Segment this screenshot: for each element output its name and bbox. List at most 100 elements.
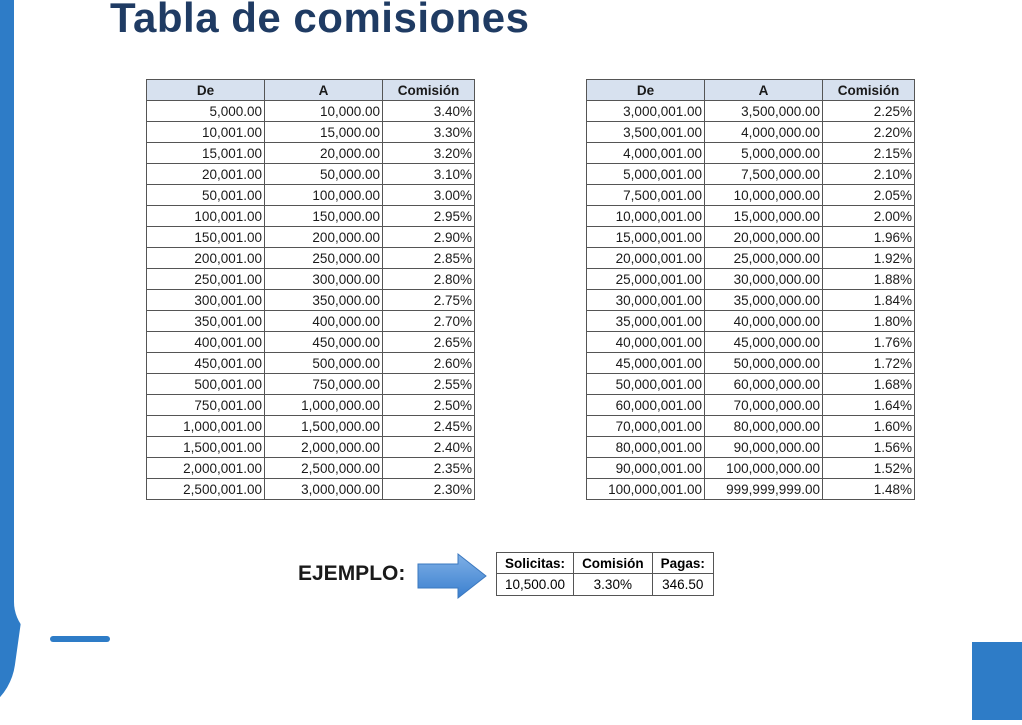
cell-from: 35,000,001.00 (586, 310, 705, 332)
table-header-row: De A Comisión (586, 79, 915, 101)
cell-to: 40,000,000.00 (704, 310, 823, 332)
example-value-commission: 3.30% (573, 573, 653, 596)
cell-to: 3,000,000.00 (264, 478, 383, 500)
cell-to: 50,000.00 (264, 163, 383, 185)
cell-to: 3,500,000.00 (704, 100, 823, 122)
cell-commission: 2.55% (382, 373, 475, 395)
header-commission: Comisión (382, 79, 475, 101)
table-header-row: De A Comisión (146, 79, 475, 101)
cell-to: 999,999,999.00 (704, 478, 823, 500)
cell-from: 70,000,001.00 (586, 415, 705, 437)
table-row: 60,000,001.00 70,000,000.00 1.64% (586, 394, 915, 416)
cell-from: 60,000,001.00 (586, 394, 705, 416)
cell-commission: 2.80% (382, 268, 475, 290)
cell-commission: 2.60% (382, 352, 475, 374)
cell-to: 1,500,000.00 (264, 415, 383, 437)
cell-from: 5,000.00 (146, 100, 265, 122)
table-row: 70,000,001.00 80,000,000.00 1.60% (586, 415, 915, 437)
table-row: 1,500,001.00 2,000,000.00 2.40% (146, 436, 475, 458)
cell-commission: 2.45% (382, 415, 475, 437)
cell-commission: 3.10% (382, 163, 475, 185)
example-table: Solicitas: Comisión Pagas: 10,500.00 3.3… (495, 552, 714, 596)
table-row: 45,000,001.00 50,000,000.00 1.72% (586, 352, 915, 374)
cell-commission: 1.60% (822, 415, 915, 437)
cell-from: 200,001.00 (146, 247, 265, 269)
cell-from: 40,000,001.00 (586, 331, 705, 353)
table-row: 300,001.00 350,000.00 2.75% (146, 289, 475, 311)
cell-commission: 2.85% (382, 247, 475, 269)
header-to: A (264, 79, 383, 101)
cell-commission: 2.20% (822, 121, 915, 143)
table-row: 15,001.00 20,000.00 3.20% (146, 142, 475, 164)
cell-from: 10,001.00 (146, 121, 265, 143)
cell-from: 15,000,001.00 (586, 226, 705, 248)
cell-commission: 2.90% (382, 226, 475, 248)
cell-to: 4,000,000.00 (704, 121, 823, 143)
cell-to: 300,000.00 (264, 268, 383, 290)
table-row: 2,000,001.00 2,500,000.00 2.35% (146, 457, 475, 479)
cell-to: 10,000,000.00 (704, 184, 823, 206)
example-header-commission: Comisión (573, 552, 653, 574)
cell-commission: 1.72% (822, 352, 915, 374)
arrow-right-icon (417, 552, 487, 600)
cell-commission: 2.00% (822, 205, 915, 227)
cell-from: 1,000,001.00 (146, 415, 265, 437)
cell-from: 25,000,001.00 (586, 268, 705, 290)
cell-to: 1,000,000.00 (264, 394, 383, 416)
cell-to: 50,000,000.00 (704, 352, 823, 374)
table-row: 5,000,001.00 7,500,000.00 2.10% (586, 163, 915, 185)
cell-to: 15,000,000.00 (704, 205, 823, 227)
cell-commission: 2.15% (822, 142, 915, 164)
cell-commission: 2.65% (382, 331, 475, 353)
cell-commission: 2.50% (382, 394, 475, 416)
cell-commission: 1.84% (822, 289, 915, 311)
cell-commission: 1.56% (822, 436, 915, 458)
example-value-pay: 346.50 (651, 573, 714, 596)
cell-to: 20,000,000.00 (704, 226, 823, 248)
cell-to: 100,000.00 (264, 184, 383, 206)
cell-to: 25,000,000.00 (704, 247, 823, 269)
example-label: EJEMPLO: (298, 562, 406, 585)
cell-commission: 3.40% (382, 100, 475, 122)
cell-to: 200,000.00 (264, 226, 383, 248)
table-row: 100,000,001.00 999,999,999.00 1.48% (586, 478, 915, 500)
cell-commission: 2.95% (382, 205, 475, 227)
cell-commission: 2.35% (382, 457, 475, 479)
cell-from: 100,001.00 (146, 205, 265, 227)
cell-to: 100,000,000.00 (704, 457, 823, 479)
cell-from: 3,500,001.00 (586, 121, 705, 143)
page-title: Tabla de comisiones (110, 0, 530, 41)
cell-from: 300,001.00 (146, 289, 265, 311)
table-row: 250,001.00 300,000.00 2.80% (146, 268, 475, 290)
cell-commission: 1.88% (822, 268, 915, 290)
cell-from: 7,500,001.00 (586, 184, 705, 206)
cell-from: 750,001.00 (146, 394, 265, 416)
header-from: De (586, 79, 705, 101)
table-row: 400,001.00 450,000.00 2.65% (146, 331, 475, 353)
table-row: 15,000,001.00 20,000,000.00 1.96% (586, 226, 915, 248)
table-row: 100,001.00 150,000.00 2.95% (146, 205, 475, 227)
cell-from: 1,500,001.00 (146, 436, 265, 458)
cell-commission: 2.10% (822, 163, 915, 185)
cell-to: 80,000,000.00 (704, 415, 823, 437)
header-from: De (146, 79, 265, 101)
cell-to: 2,000,000.00 (264, 436, 383, 458)
table-row: 20,001.00 50,000.00 3.10% (146, 163, 475, 185)
cell-commission: 1.80% (822, 310, 915, 332)
table-row: 2,500,001.00 3,000,000.00 2.30% (146, 478, 475, 500)
cell-to: 750,000.00 (264, 373, 383, 395)
commission-table-right: De A Comisión 3,000,001.00 3,500,000.00 2.… (586, 79, 915, 500)
cell-commission: 2.40% (382, 436, 475, 458)
cell-to: 35,000,000.00 (704, 289, 823, 311)
cell-commission: 3.30% (382, 121, 475, 143)
table-row: 20,000,001.00 25,000,000.00 1.92% (586, 247, 915, 269)
bottom-decoration (50, 636, 110, 642)
table-row: 500,001.00 750,000.00 2.55% (146, 373, 475, 395)
cell-to: 10,000.00 (264, 100, 383, 122)
example-value-requested: 10,500.00 (495, 573, 575, 596)
cell-commission: 2.75% (382, 289, 475, 311)
cell-commission: 1.68% (822, 373, 915, 395)
example-header-requested: Solicitas: (495, 552, 575, 574)
cell-from: 2,000,001.00 (146, 457, 265, 479)
cell-from: 20,000,001.00 (586, 247, 705, 269)
